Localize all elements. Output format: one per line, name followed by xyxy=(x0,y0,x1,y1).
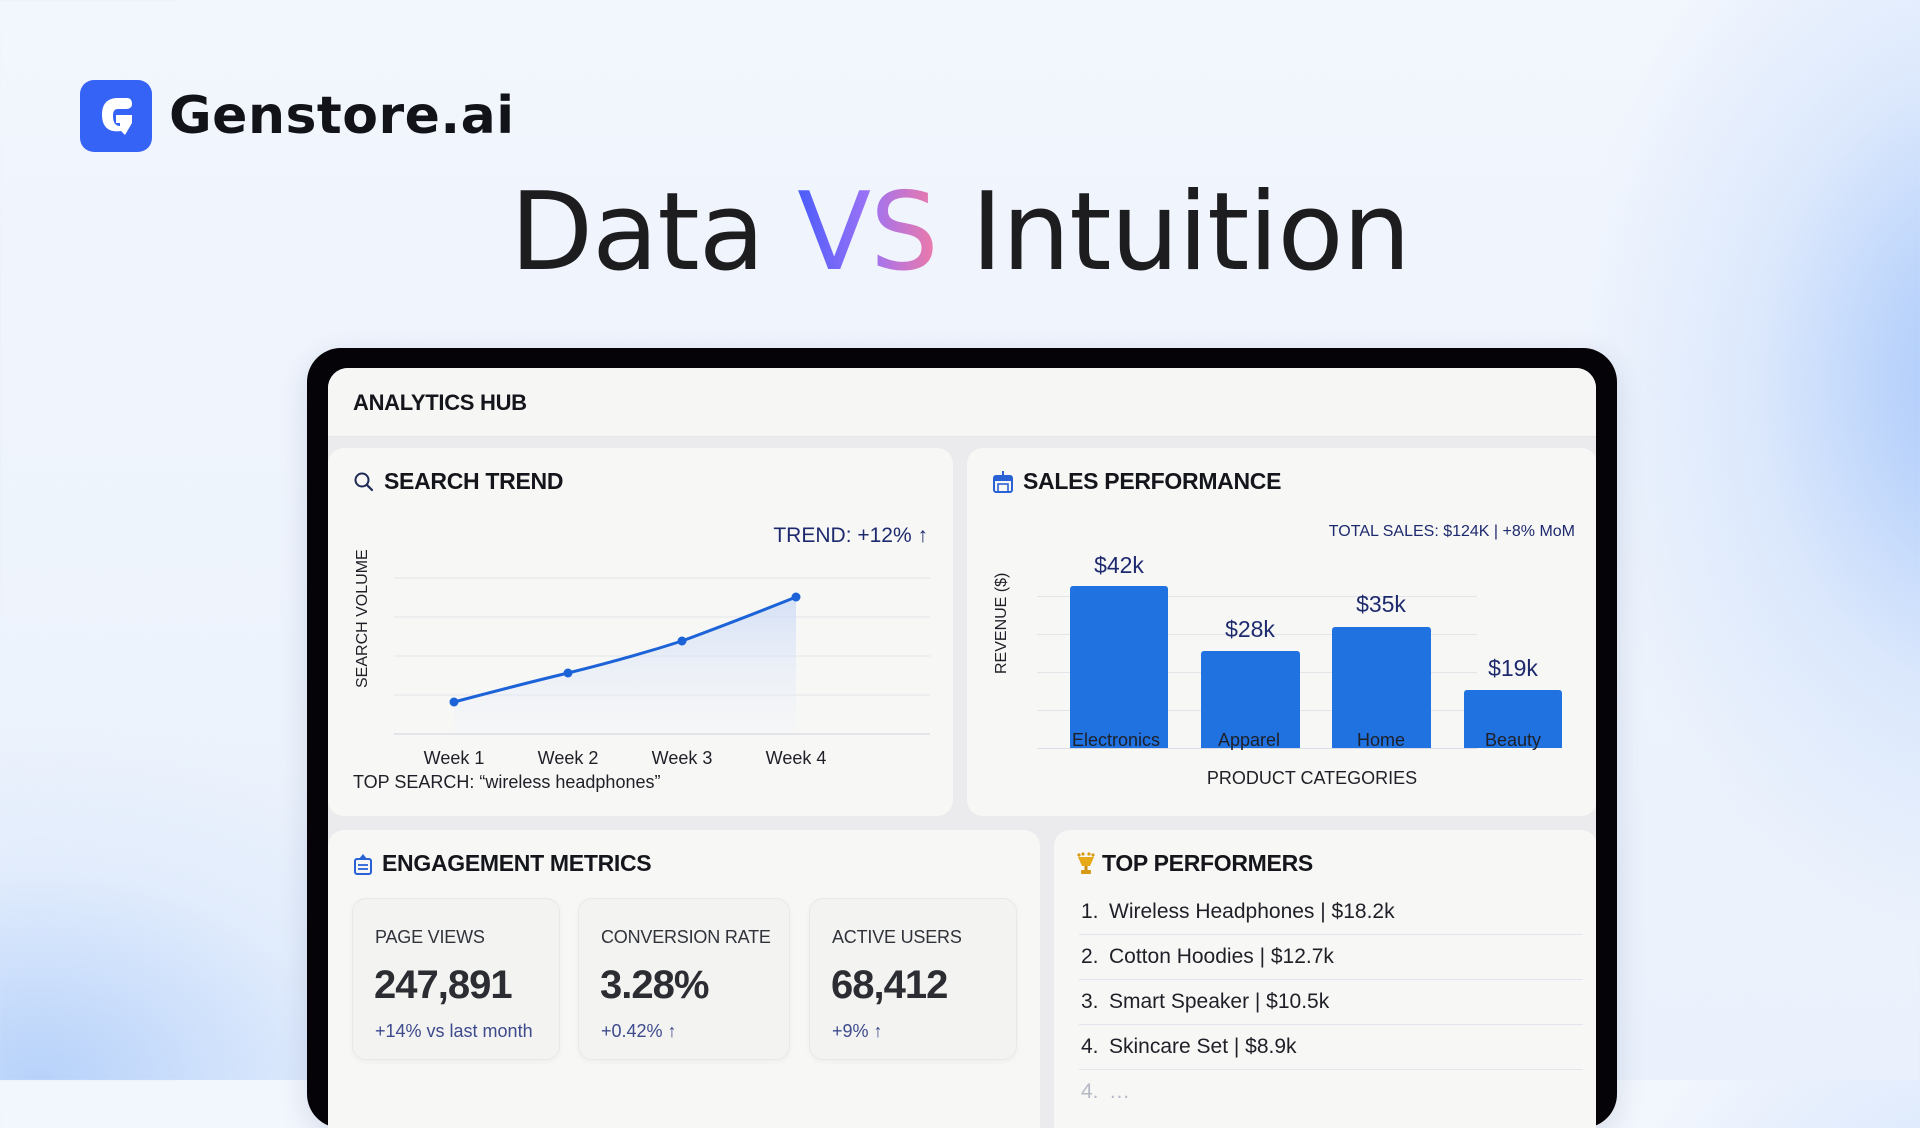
bar-electronics[interactable] xyxy=(1070,586,1168,748)
item-text: Skincare Set | $8.9k xyxy=(1109,1035,1297,1058)
item-text: Wireless Headphones | $18.2k xyxy=(1109,900,1395,923)
tablet-frame: ANALYTICS HUB SEARCH TREND TREND: +12% ↑… xyxy=(307,348,1617,1128)
metric-card-active-users[interactable]: ACTIVE USERS 68,412 +9% ↑ xyxy=(809,898,1017,1060)
bar-apparel[interactable] xyxy=(1201,651,1300,748)
x-tick: Week 4 xyxy=(765,748,827,768)
list-item-truncated[interactable]: 4. … xyxy=(1079,1070,1583,1114)
metric-label: PAGE VIEWS xyxy=(375,927,485,947)
bar-home[interactable] xyxy=(1332,627,1431,748)
list-item[interactable]: 2. Cotton Hoodies | $12.7k xyxy=(1079,935,1583,980)
x-tick: Week 1 xyxy=(423,748,485,768)
bar-value: $19k xyxy=(1488,655,1538,681)
metric-delta: +14% vs last month xyxy=(375,1021,533,1041)
rank: 3. xyxy=(1081,990,1099,1013)
metric-card-page-views[interactable]: PAGE VIEWS 247,891 +14% vs last month xyxy=(352,898,560,1060)
engagement-metrics-title: ENGAGEMENT METRICS xyxy=(353,850,652,877)
x-axis-line xyxy=(1037,748,1477,749)
list-item[interactable]: 3. Smart Speaker | $10.5k xyxy=(1079,980,1583,1025)
metric-delta: +0.42% ↑ xyxy=(601,1021,677,1041)
category-label: Home xyxy=(1356,730,1406,750)
brand-name: Genstore.ai xyxy=(169,86,515,146)
sales-performance-title: SALES PERFORMANCE xyxy=(992,468,1281,495)
trophy-icon xyxy=(1077,851,1095,874)
bar-value: $35k xyxy=(1356,591,1406,617)
trend-badge: TREND: +12% ↑ xyxy=(773,524,928,547)
headline-left: Data xyxy=(510,170,765,295)
search-trend-panel: SEARCH TREND TREND: +12% ↑ SEARCH VOLUME xyxy=(328,448,953,816)
gridline xyxy=(1037,634,1477,635)
metric-card-conversion-rate[interactable]: CONVERSION RATE 3.28% +0.42% ↑ xyxy=(578,898,790,1060)
top-performers-title: TOP PERFORMERS xyxy=(1076,850,1313,877)
g-arrow-logo-icon xyxy=(80,80,152,152)
x-tick: Week 2 xyxy=(537,748,599,768)
top-performers-list: 1. Wireless Headphones | $18.2k 2. Cotto… xyxy=(1079,890,1583,1114)
dashboard-screen: ANALYTICS HUB SEARCH TREND TREND: +12% ↑… xyxy=(328,368,1596,1128)
item-text: … xyxy=(1109,1080,1130,1103)
search-trend-title: SEARCH TREND xyxy=(353,468,563,495)
category-label: Electronics xyxy=(1071,730,1161,750)
list-item[interactable]: 4. Skincare Set | $8.9k xyxy=(1079,1025,1583,1070)
headline-vs: VS xyxy=(797,170,938,295)
y-axis-label: SEARCH VOLUME xyxy=(354,549,371,688)
total-sales-summary: TOTAL SALES: $124K | +8% MoM xyxy=(1328,523,1575,540)
metric-value: 3.28% xyxy=(600,963,709,1007)
brand-logo: Genstore.ai xyxy=(80,80,515,152)
search-icon xyxy=(354,472,374,491)
rank: 2. xyxy=(1081,945,1099,968)
rank: 1. xyxy=(1081,900,1099,923)
item-text: Cotton Hoodies | $12.7k xyxy=(1109,945,1334,968)
bar-value: $28k xyxy=(1225,616,1275,642)
dashboard-title: ANALYTICS HUB xyxy=(353,390,527,415)
top-search-text: TOP SEARCH: “wireless headphones” xyxy=(353,772,661,792)
engagement-metrics-panel: ENGAGEMENT METRICS PAGE VIEWS 247,891 +1… xyxy=(328,830,1040,1128)
clipboard-icon xyxy=(354,853,372,875)
x-tick: Week 3 xyxy=(651,748,713,768)
y-axis-label: REVENUE ($) xyxy=(993,572,1010,674)
bar-beauty[interactable] xyxy=(1464,690,1562,748)
item-text: Smart Speaker | $10.5k xyxy=(1109,990,1330,1013)
dashboard-header: ANALYTICS HUB xyxy=(328,368,1596,437)
metric-label: ACTIVE USERS xyxy=(832,927,962,947)
search-line-chart xyxy=(394,577,930,735)
metric-value: 68,412 xyxy=(831,963,948,1007)
metric-delta: +9% ↑ xyxy=(832,1021,883,1041)
category-label: Beauty xyxy=(1484,730,1542,750)
list-item[interactable]: 1. Wireless Headphones | $18.2k xyxy=(1079,890,1583,935)
rank: 4. xyxy=(1081,1035,1099,1058)
store-icon xyxy=(993,470,1013,493)
page-headline: Data VS Intuition xyxy=(0,170,1920,295)
category-label: Apparel xyxy=(1217,730,1281,750)
x-axis-label: PRODUCT CATEGORIES xyxy=(1206,768,1418,788)
top-performers-panel: TOP PERFORMERS 1. Wireless Headphones | … xyxy=(1054,830,1596,1128)
metric-label: CONVERSION RATE xyxy=(601,927,771,947)
rank: 4. xyxy=(1081,1080,1099,1103)
metric-value: 247,891 xyxy=(374,963,513,1007)
gridline xyxy=(1037,596,1477,597)
headline-right: Intuition xyxy=(971,170,1411,295)
bar-value: $42k xyxy=(1094,552,1144,578)
sales-performance-panel: SALES PERFORMANCE TOTAL SALES: $124K | +… xyxy=(967,448,1596,816)
